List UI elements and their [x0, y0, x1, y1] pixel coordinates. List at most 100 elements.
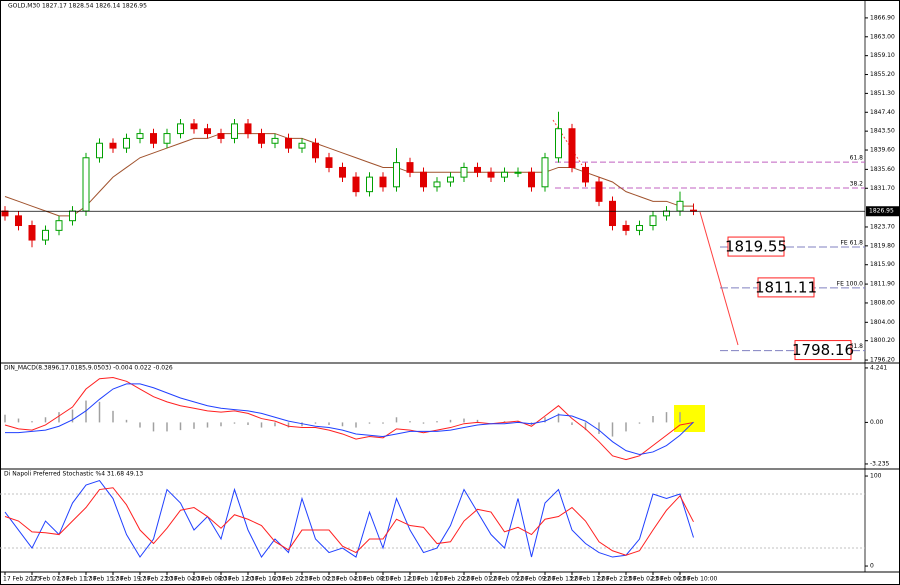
y-tick-label: 1863.00 [870, 33, 895, 40]
candle-body [582, 166, 589, 183]
candle-body [42, 229, 49, 241]
y-tick-label: 0.00 [870, 419, 884, 426]
current-price-label: 1826.95 [869, 208, 894, 215]
candle-body [460, 166, 468, 178]
candle-body [528, 171, 535, 188]
candle-body [244, 123, 252, 135]
candle-body [595, 181, 603, 202]
stochastic-line [4, 487, 694, 556]
candle-body [609, 200, 616, 227]
candle-body [312, 142, 319, 159]
candle-body [568, 128, 576, 168]
y-tick-label: 1804.00 [870, 319, 895, 326]
candle-body [447, 176, 454, 183]
y-tick-label: 1796.20 [870, 357, 895, 364]
candle-body [82, 157, 90, 212]
fib-label: 61.8 [850, 155, 864, 162]
current-price-box [866, 206, 899, 217]
candle-body [433, 181, 441, 188]
x-tick-label: 20 Feb 04:30 [165, 576, 205, 583]
candle-body [339, 166, 346, 178]
y-tick-label: 1859.10 [870, 52, 895, 59]
x-tick-label: 23 Feb 06:00 [651, 576, 691, 583]
candle-body [204, 128, 211, 135]
x-tick-label: 17 Feb 23:30 [138, 576, 178, 583]
candle-body [69, 210, 76, 222]
y-tick-label: 1808.00 [870, 299, 895, 306]
x-tick-label: 23 Feb 02:00 [624, 576, 664, 583]
candle-body [636, 225, 643, 231]
x-tick-label: 21 Feb 16:00 [408, 576, 448, 583]
candle-body [487, 171, 495, 178]
y-tick-label: 0 [870, 563, 874, 570]
candle-body [379, 176, 387, 188]
y-tick-label: 1800.20 [870, 337, 895, 344]
x-tick-label: 21 Feb 20:00 [435, 576, 475, 583]
projection-label: FE 100.0 [837, 280, 864, 287]
target-value: 1811.11 [755, 278, 817, 296]
candle-body [28, 225, 36, 241]
candle-body [271, 137, 279, 144]
x-tick-label: 17 Feb 11:30 [57, 576, 97, 583]
y-tick-label: 1839.60 [870, 147, 895, 154]
x-tick-label: 17 Feb 2023 [3, 576, 41, 583]
x-tick-label: 20 Feb 12:30 [219, 576, 259, 583]
candle-body [163, 133, 171, 144]
candle-body [325, 157, 333, 168]
candle-body [406, 162, 414, 173]
x-tick-label: 23 Feb 10:00 [678, 576, 718, 583]
candle-body [541, 157, 549, 188]
candle-body [298, 142, 306, 149]
x-tick-label: 22 Feb 05:00 [489, 576, 529, 583]
x-tick-label: 22 Feb 21:00 [597, 576, 637, 583]
y-tick-label: 100 [870, 473, 882, 480]
candle-body [352, 176, 360, 193]
candle-body [663, 210, 670, 217]
macd-title: DIN_MACD(8.3896,17.0185,9.0503) -0.004 0… [4, 365, 173, 372]
target-value: 1819.55 [725, 238, 787, 256]
x-tick-label: 21 Feb 12:00 [381, 576, 421, 583]
candle-body [474, 166, 481, 173]
candle-body [514, 171, 522, 174]
y-tick-label: 1823.70 [870, 223, 895, 230]
x-tick-label: 17 Feb 15:30 [84, 576, 124, 583]
swing-line [552, 119, 583, 166]
y-tick-label: 1835.60 [870, 166, 895, 173]
y-tick-label: 1866.90 [870, 14, 895, 21]
y-tick-label: 1831.70 [870, 185, 895, 192]
target-box [757, 277, 815, 298]
x-tick-label: 22 Feb 13:00 [543, 576, 583, 583]
candle-body [420, 171, 427, 188]
stochastic-title: Di Napoli Preferred Stochastic %4 31.68 … [4, 471, 143, 478]
y-tick-label: 1815.90 [870, 261, 895, 268]
chart-title: GOLD,M30 1827.17 1828.54 1826.14 1826.95 [8, 3, 147, 10]
y-tick-label: 1851.30 [870, 90, 895, 97]
projection-label: FE 61.8 [840, 240, 863, 247]
x-tick-label: 22 Feb 01:00 [462, 576, 502, 583]
candle-body [217, 133, 225, 139]
x-tick-label: 20 Feb 20:30 [273, 576, 313, 583]
candle-body [136, 133, 144, 139]
candle-body [366, 176, 373, 193]
macd-line [4, 376, 694, 461]
candle-body [622, 225, 630, 231]
x-tick-label: 20 Feb 16:30 [246, 576, 286, 583]
highlight-box [674, 405, 705, 432]
moving-average [4, 133, 694, 217]
x-tick-label: 22 Feb 17:00 [570, 576, 610, 583]
x-tick-label: 21 Feb 00:30 [300, 576, 340, 583]
y-tick-label: 1855.20 [870, 71, 895, 78]
y-tick-label: -3.235 [870, 460, 890, 467]
candle-body [1, 210, 9, 217]
candle-body [285, 137, 292, 149]
candle-body [393, 162, 400, 188]
x-tick-label: 21 Feb 08:00 [354, 576, 394, 583]
macd-line [5, 383, 694, 456]
candle-body [109, 142, 117, 149]
x-tick-label: 17 Feb 07:30 [30, 576, 70, 583]
candle-body [150, 133, 157, 144]
y-tick-label: 4.241 [870, 364, 887, 371]
y-tick-label: 1811.90 [870, 281, 895, 288]
target-box [794, 340, 852, 361]
